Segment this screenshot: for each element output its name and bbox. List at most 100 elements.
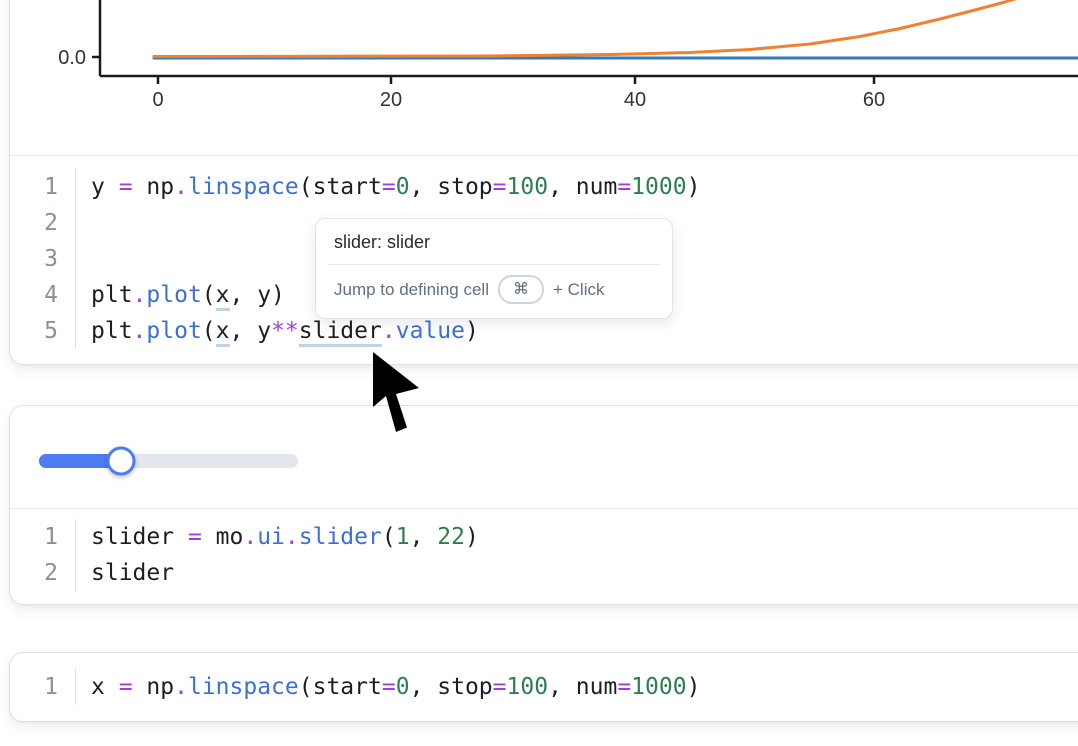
line-number: 2: [10, 555, 76, 591]
code-token: .: [381, 318, 396, 344]
slider-fill: [39, 454, 121, 468]
code-token: slider: [298, 524, 382, 550]
line-number: 1: [10, 519, 76, 555]
code-token: (: [201, 318, 216, 344]
code-token: np: [132, 174, 175, 200]
code-token: ): [686, 174, 701, 200]
code-line[interactable]: 4 plt.plot(x, y): [10, 277, 1078, 313]
cmd-key-pill: ⌘: [497, 275, 544, 304]
code-line[interactable]: 2: [10, 205, 1078, 241]
tooltip-click-text: + Click: [552, 279, 605, 299]
code-token: **: [271, 318, 299, 344]
code-token: .: [132, 318, 147, 344]
code-token: ,: [409, 524, 438, 550]
plot-output: 0 20 40 60 0.0: [10, 0, 1078, 156]
x-tick-label: 0: [152, 89, 163, 111]
hovered-variable-ref[interactable]: slider: [298, 318, 382, 347]
code-token: plt: [91, 318, 133, 344]
code-token: 1000: [631, 174, 687, 200]
code-token: 0: [395, 174, 410, 200]
code-text[interactable]: plt.plot(x, y): [76, 277, 285, 313]
code-line[interactable]: 1 slider = mo.ui.slider(1, 22): [10, 519, 1078, 555]
code-token: mo: [201, 524, 244, 550]
code-text[interactable]: slider: [76, 555, 174, 591]
code-token: .: [284, 524, 299, 550]
code-token: .: [174, 674, 188, 700]
code-token: ): [464, 318, 479, 344]
code-token: .: [174, 174, 188, 200]
code-token: , y): [229, 282, 285, 308]
code-token: plot: [146, 318, 202, 344]
line-number: 1: [10, 169, 76, 205]
code-token: =: [617, 174, 632, 200]
line-number: 3: [10, 241, 76, 277]
line-number: 1: [10, 669, 76, 705]
code-token: , num: [548, 674, 618, 700]
code-token: plt: [91, 282, 133, 308]
slider-thumb[interactable]: [106, 446, 136, 476]
code-token: .: [132, 282, 147, 308]
code-line[interactable]: 2 slider: [10, 555, 1078, 591]
code-token: ui: [257, 524, 285, 550]
code-token: (start: [298, 174, 382, 200]
code-token: plot: [146, 282, 202, 308]
code-token: .: [243, 524, 258, 550]
slider-widget[interactable]: [39, 446, 298, 476]
underlined-variable-ref[interactable]: x: [215, 318, 230, 347]
code-token: 1: [395, 524, 410, 550]
code-editor[interactable]: 1 slider = mo.ui.slider(1, 22) 2 slider: [10, 509, 1078, 591]
code-token: =: [381, 174, 396, 200]
code-token: ): [686, 674, 701, 700]
code-text[interactable]: plt.plot(x, y**slider.value): [76, 313, 479, 349]
code-token: =: [492, 674, 507, 700]
cmd-key-glyph: ⌘: [512, 281, 529, 298]
code-token: ): [464, 524, 479, 550]
hover-tooltip: slider: slider Jump to defining cell ⌘ +…: [315, 218, 673, 319]
code-token: 1000: [631, 674, 687, 700]
code-token: =: [118, 674, 133, 700]
code-token: , stop: [409, 674, 493, 700]
code-text[interactable]: y = np.linspace(start=0, stop=100, num=1…: [76, 169, 700, 205]
code-text[interactable]: [76, 241, 91, 277]
code-token: 100: [506, 674, 549, 700]
code-token: (start: [298, 674, 382, 700]
code-token: slider: [91, 524, 188, 550]
underlined-variable-ref[interactable]: x: [215, 282, 230, 311]
y-tick-label: 0.0: [58, 47, 86, 69]
code-token: np: [132, 674, 175, 700]
code-token: value: [395, 318, 465, 344]
tooltip-hint-row: Jump to defining cell ⌘ + Click: [316, 265, 672, 318]
x-tick-label: 40: [624, 89, 646, 111]
line-number: 2: [10, 205, 76, 241]
code-token: 100: [506, 174, 549, 200]
code-token: =: [118, 174, 133, 200]
code-token: , stop: [409, 174, 493, 200]
code-token: =: [381, 674, 396, 700]
tooltip-divider: [328, 264, 660, 265]
code-token: =: [492, 174, 507, 200]
cell-slider: 1 slider = mo.ui.slider(1, 22) 2 slider: [9, 405, 1078, 605]
code-token: linspace: [187, 174, 299, 200]
code-line[interactable]: 5 plt.plot(x, y**slider.value): [10, 313, 1078, 349]
code-token: =: [187, 524, 202, 550]
code-line[interactable]: 3: [10, 241, 1078, 277]
code-token: 0: [395, 674, 410, 700]
plot-svg: 0 20 40 60 0.0: [58, 0, 1078, 111]
code-text[interactable]: [76, 205, 91, 241]
code-token: linspace: [187, 674, 299, 700]
code-token: =: [617, 674, 632, 700]
code-token: , y: [229, 318, 272, 344]
code-text[interactable]: x = np.linspace(start=0, stop=100, num=1…: [76, 669, 700, 705]
code-token: (: [201, 282, 216, 308]
line-number: 5: [10, 313, 76, 349]
slider-output: [10, 406, 1078, 509]
tooltip-hint-text: Jump to defining cell: [334, 279, 489, 299]
cursor-arrow-icon: [373, 352, 419, 432]
code-token: (: [381, 524, 396, 550]
code-text[interactable]: slider = mo.ui.slider(1, 22): [76, 519, 479, 555]
